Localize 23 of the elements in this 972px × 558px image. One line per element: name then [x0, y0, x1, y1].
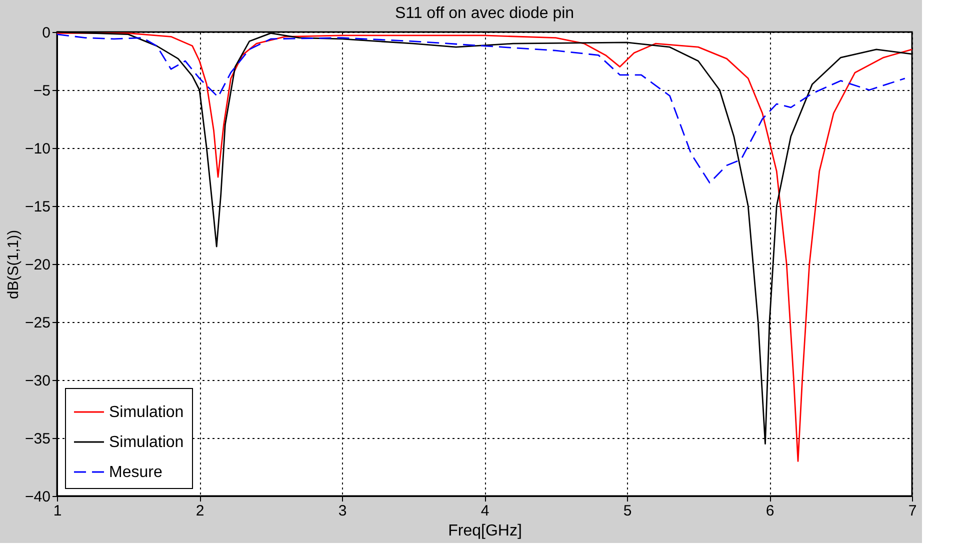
y-tick-label: −20: [25, 256, 50, 274]
x-tick-label: 6: [766, 502, 774, 520]
y-tick-label: −30: [25, 372, 50, 390]
x-tick-label: 2: [196, 502, 204, 520]
legend-label: Simulation: [109, 434, 184, 451]
x-tick-label: 4: [480, 502, 490, 520]
legend-label: Simulation: [109, 404, 184, 421]
line-series: [56, 34, 906, 184]
y-tick-label: −10: [25, 140, 50, 158]
y-tick-label: −5: [33, 82, 50, 100]
y-tick-label: −25: [25, 314, 50, 332]
y-tick-label: −40: [25, 488, 50, 506]
x-tick-label: 7: [908, 502, 917, 520]
chart-title: S11 off on avec diode pin: [394, 5, 574, 22]
y-tick-label: −35: [25, 430, 50, 448]
x-tick-label: 5: [623, 502, 632, 520]
y-axis-title: dB(S(1,1)): [5, 230, 22, 300]
x-tick-label: 3: [338, 502, 347, 520]
x-axis-title: Freq[GHz]: [448, 522, 522, 540]
y-tick-label: −15: [25, 198, 50, 216]
x-tick-label: 1: [53, 502, 62, 520]
y-tick-label: 0: [42, 24, 50, 42]
legend-label: Mesure: [109, 464, 162, 481]
